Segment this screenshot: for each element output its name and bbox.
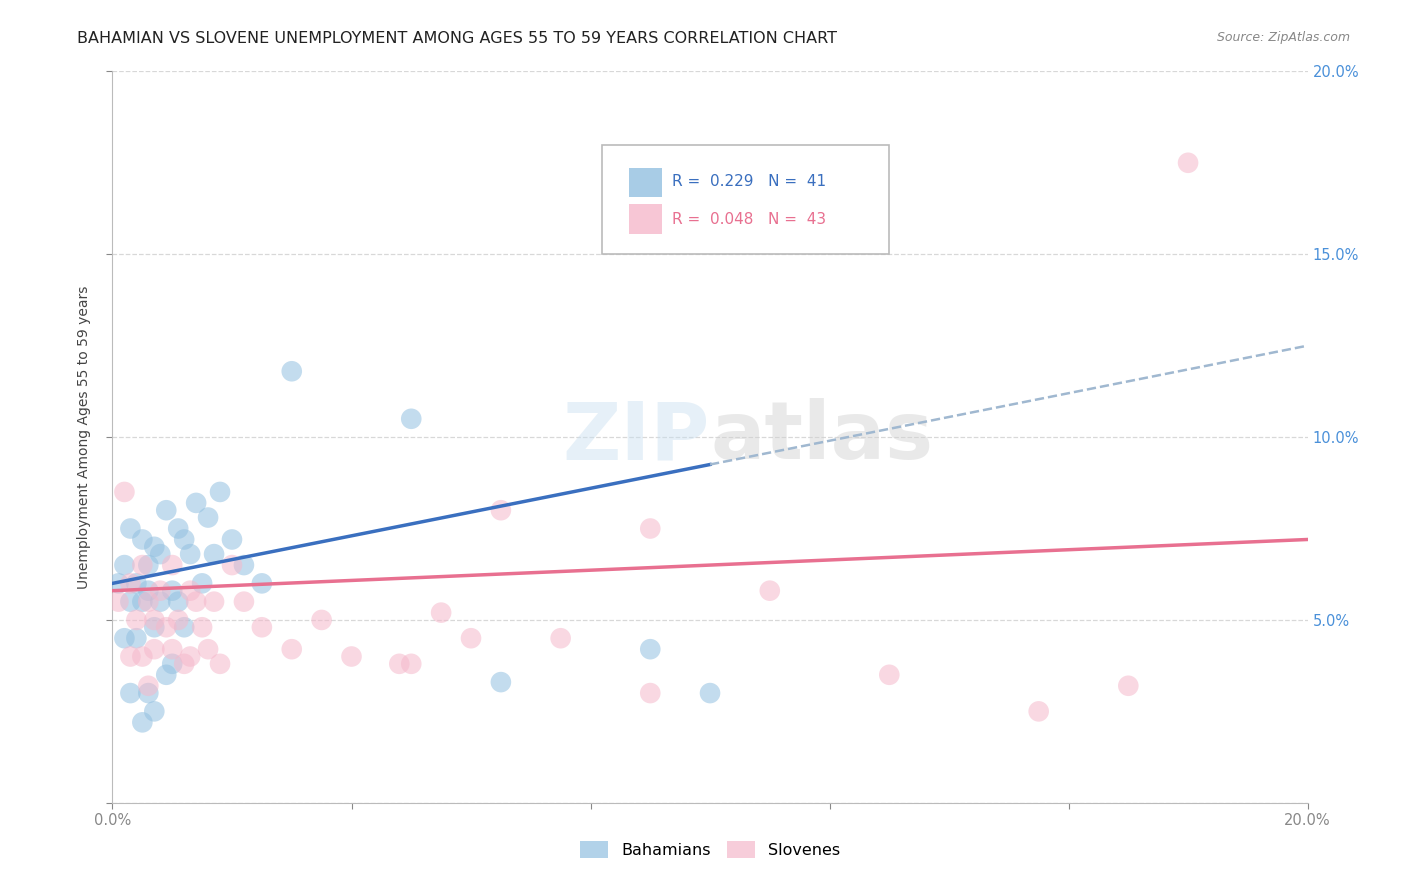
Point — [233, 558, 256, 573]
Point — [179, 583, 201, 598]
Point — [138, 583, 160, 598]
Text: ZIP: ZIP — [562, 398, 710, 476]
Point — [699, 686, 721, 700]
Text: R =  0.048   N =  43: R = 0.048 N = 43 — [672, 211, 825, 227]
Point — [143, 613, 166, 627]
Point — [173, 620, 195, 634]
Point — [340, 649, 363, 664]
Point — [155, 667, 177, 681]
Point — [149, 594, 172, 608]
Point — [125, 632, 148, 646]
Point — [155, 620, 177, 634]
Legend: Bahamians, Slovenes: Bahamians, Slovenes — [574, 835, 846, 864]
Point — [143, 642, 166, 657]
Point — [191, 576, 214, 591]
Point — [120, 521, 142, 535]
Point — [197, 642, 219, 657]
Point — [640, 686, 662, 700]
Point — [131, 558, 153, 573]
Point — [1028, 705, 1050, 719]
Point — [202, 547, 225, 561]
Text: R =  0.229   N =  41: R = 0.229 N = 41 — [672, 174, 825, 189]
Point — [162, 657, 183, 671]
Text: BAHAMIAN VS SLOVENE UNEMPLOYMENT AMONG AGES 55 TO 59 YEARS CORRELATION CHART: BAHAMIAN VS SLOVENE UNEMPLOYMENT AMONG A… — [77, 31, 838, 46]
Point — [107, 594, 129, 608]
Point — [401, 657, 423, 671]
Point — [138, 594, 160, 608]
Point — [460, 632, 482, 646]
Point — [149, 547, 172, 561]
Point — [155, 503, 177, 517]
Point — [125, 613, 148, 627]
Point — [250, 620, 273, 634]
Point — [1177, 156, 1199, 170]
Point — [143, 705, 166, 719]
Point — [120, 576, 142, 591]
Point — [179, 649, 201, 664]
Point — [120, 594, 142, 608]
Point — [311, 613, 333, 627]
Point — [202, 594, 225, 608]
Point — [250, 576, 273, 591]
Y-axis label: Unemployment Among Ages 55 to 59 years: Unemployment Among Ages 55 to 59 years — [77, 285, 91, 589]
Point — [233, 594, 256, 608]
Point — [221, 533, 243, 547]
Point — [489, 503, 512, 517]
Text: atlas: atlas — [710, 398, 934, 476]
Point — [173, 533, 195, 547]
Bar — [628, 168, 662, 197]
Bar — [628, 204, 662, 234]
Point — [550, 632, 572, 646]
Point — [281, 642, 304, 657]
Point — [209, 485, 232, 500]
Point — [759, 583, 782, 598]
Point — [1118, 679, 1140, 693]
Point — [401, 412, 423, 426]
Point — [640, 521, 662, 535]
Text: Source: ZipAtlas.com: Source: ZipAtlas.com — [1216, 31, 1350, 45]
Point — [120, 686, 142, 700]
Point — [125, 576, 148, 591]
Point — [879, 667, 901, 681]
Point — [143, 540, 166, 554]
Point — [114, 558, 135, 573]
Point — [197, 510, 219, 524]
Point — [138, 558, 160, 573]
Point — [489, 675, 512, 690]
Point — [131, 649, 153, 664]
Point — [162, 642, 183, 657]
Point — [167, 613, 190, 627]
Point — [430, 606, 453, 620]
Point — [138, 686, 160, 700]
Point — [114, 485, 135, 500]
Point — [143, 620, 166, 634]
Point — [120, 649, 142, 664]
Point — [162, 558, 183, 573]
Point — [162, 583, 183, 598]
Point — [640, 642, 662, 657]
Point — [221, 558, 243, 573]
Point — [114, 632, 135, 646]
Point — [138, 679, 160, 693]
Point — [167, 594, 190, 608]
FancyBboxPatch shape — [603, 145, 889, 254]
Point — [131, 594, 153, 608]
Point — [179, 547, 201, 561]
Point — [186, 496, 208, 510]
Point — [191, 620, 214, 634]
Point — [186, 594, 208, 608]
Point — [149, 583, 172, 598]
Point — [167, 521, 190, 535]
Point — [281, 364, 304, 378]
Point — [209, 657, 232, 671]
Point — [131, 715, 153, 730]
Point — [388, 657, 411, 671]
Point — [173, 657, 195, 671]
Point — [107, 576, 129, 591]
Point — [131, 533, 153, 547]
